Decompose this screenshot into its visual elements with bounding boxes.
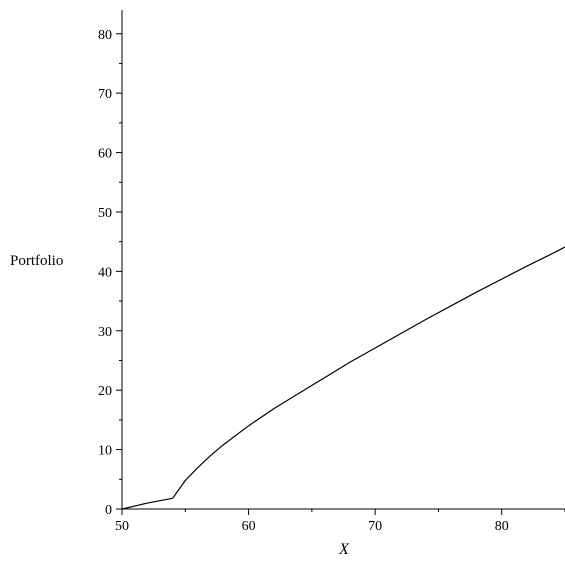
x-tick-label: 80 [495,519,509,534]
y-tick-label: 20 [98,384,112,399]
series-line [121,246,565,510]
y-tick-label: 30 [98,325,112,340]
x-tick-label: 60 [242,519,256,534]
y-tick-label: 10 [98,444,112,459]
axes [121,10,565,510]
ticks: 0 10 20 30 40 50 60 70 80 50 60 70 80 [98,28,565,534]
y-tick-label: 50 [98,206,112,221]
x-tick-label: 50 [115,519,129,534]
x-tick-label: 70 [368,519,382,534]
series-layer [121,246,565,510]
y-tick-label: 80 [98,28,112,43]
x-axis-title: X [338,541,350,558]
y-tick-label: 0 [105,503,112,518]
y-tick-label: 70 [98,87,112,102]
y-axis-title: Portfolio [10,253,63,269]
y-tick-label: 40 [98,265,112,280]
y-tick-label: 60 [98,147,112,162]
